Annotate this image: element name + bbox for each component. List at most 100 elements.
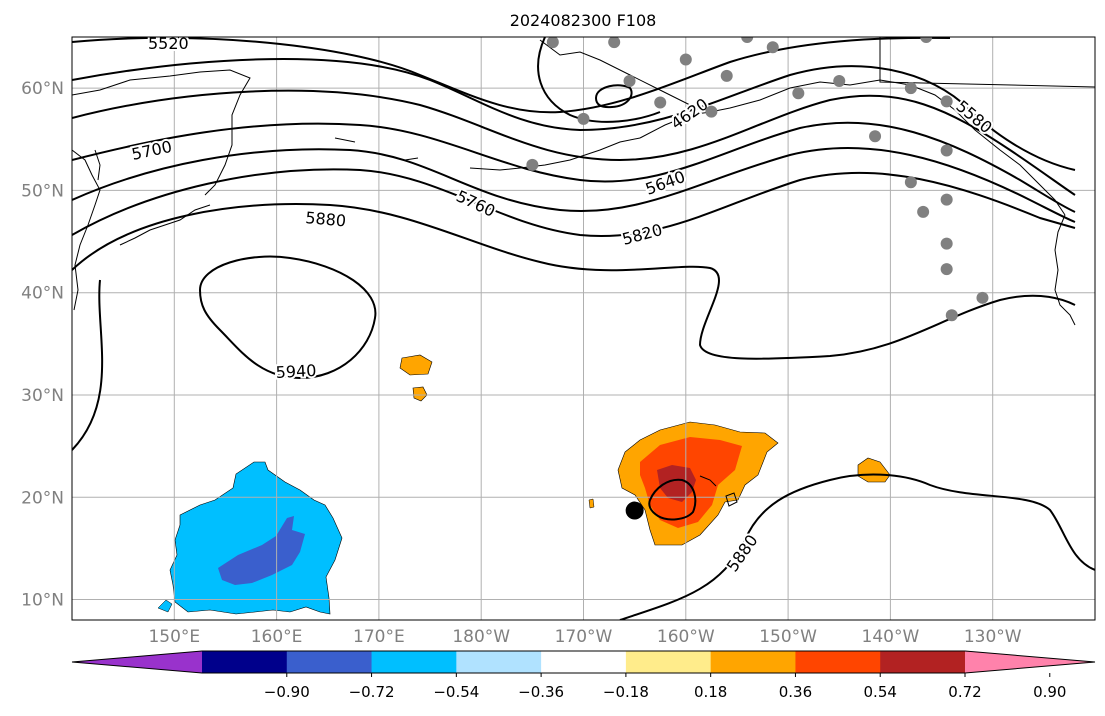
map-frame [71, 36, 1096, 621]
colorbar-tick-label: −0.54 [433, 683, 479, 701]
colorbar-segment [202, 651, 288, 673]
colorbar-tick-label: 0.54 [864, 683, 897, 701]
gridlines [72, 37, 1095, 620]
colorbar: −0.90 −0.72 −0.54 −0.36 −0.18 0.18 0.36 0.54 0.7… [71, 650, 1096, 701]
contour-label: 5520 [148, 34, 189, 53]
station-marker [945, 309, 958, 322]
colorbar-tick-label: 0.90 [1033, 683, 1066, 701]
station-marker [792, 87, 805, 100]
alaska-peninsula [639, 111, 711, 139]
longitude-labels: 150°E 160°E 170°E 180°W 170°W 160°W 150°W 140°W… [148, 627, 1021, 647]
colorbar-tick-label: 0.36 [779, 683, 812, 701]
storm-center-marker [625, 501, 644, 520]
station-marker [679, 53, 692, 66]
lat-tick-label: 60°N [21, 79, 64, 99]
station-marker [940, 193, 953, 206]
canada-border [879, 37, 1095, 88]
colorbar-segment [795, 651, 881, 673]
station-marker [526, 158, 539, 171]
colorbar-segment [625, 651, 712, 673]
anomaly-fill-neg036 [169, 461, 343, 615]
station-marker [917, 205, 930, 218]
contour-5700 [72, 121, 1076, 213]
station-marker [904, 176, 917, 189]
station-marker [940, 144, 953, 157]
contour-5760 [72, 146, 1076, 223]
contour-5820 [72, 168, 1076, 237]
contour-label: 5880 [305, 208, 347, 230]
colorbar-outline [71, 650, 1096, 674]
anomaly-fill-small-neg [157, 599, 173, 613]
contour-5880-north [72, 203, 1076, 360]
contour-low-alaska [594, 84, 633, 109]
station-marker [904, 82, 917, 95]
station-marker [720, 69, 733, 82]
station-marker [546, 37, 559, 49]
contour-5880-south [619, 473, 1095, 620]
colorbar-extend-high [965, 651, 1095, 673]
lon-tick-label: 150°W [759, 627, 817, 647]
anomaly-fill-north2 [412, 386, 428, 402]
lon-tick-label: 180°W [452, 627, 510, 647]
station-marker [608, 37, 621, 49]
contour-low-upper [537, 37, 661, 123]
station-marker [577, 112, 590, 125]
station-marker [976, 291, 989, 304]
lon-tick-label: 140°W [862, 627, 920, 647]
lat-tick-label: 50°N [21, 181, 64, 201]
station-marker [705, 105, 718, 118]
kamchatka-coast [72, 69, 251, 196]
contour-5520 [72, 37, 951, 114]
station-marker [741, 37, 754, 43]
station-marker [940, 237, 953, 250]
lat-tick-label: 10°N [21, 591, 64, 611]
latitude-labels: 60°N 50°N 40°N 30°N 20°N 10°N [21, 79, 64, 610]
lon-tick-label: 160°W [657, 627, 715, 647]
colorbar-tick-label: 0.72 [948, 683, 981, 701]
sakhalin-kurils [94, 149, 211, 246]
contour-5580 [72, 58, 1076, 171]
station-marker [766, 41, 779, 54]
negative-anomaly-region [157, 461, 343, 615]
hawaii-islands [699, 475, 738, 507]
lon-tick-label: 160°E [251, 627, 303, 647]
colorbar-segment [286, 651, 373, 673]
asia-coast [72, 149, 101, 311]
lon-tick-label: 150°E [148, 627, 200, 647]
lon-tick-label: 130°W [964, 627, 1022, 647]
colorbar-tick-label: −0.18 [603, 683, 649, 701]
colorbar-tick-label: −0.90 [264, 683, 310, 701]
contour-5880-west [72, 279, 104, 451]
anomaly-fill-neg054 [218, 516, 305, 585]
lat-tick-label: 40°N [21, 284, 64, 304]
colorbar-extend-low [72, 651, 202, 673]
station-marker [920, 37, 933, 43]
alaska-coast [539, 39, 1066, 216]
colorbar-tick-label: −0.36 [518, 683, 564, 701]
height-contours [72, 37, 1095, 620]
station-marker [940, 263, 953, 276]
colorbar-segment [541, 651, 627, 673]
lat-tick-label: 20°N [21, 488, 64, 508]
colorbar-segment [710, 651, 796, 673]
station-marker [833, 74, 846, 87]
coastlines [72, 37, 1095, 507]
north-america-west-coast [1054, 214, 1076, 326]
contour-5940 [198, 255, 377, 380]
anomaly-fill-hawaii-east [857, 457, 891, 483]
colorbar-segment [456, 651, 542, 673]
station-marker [623, 74, 636, 87]
contour-5640 [72, 89, 1076, 196]
chart-title: 2024082300 F108 [510, 11, 657, 30]
colorbar-segment [371, 651, 457, 673]
colorbar-tick-label: 0.18 [694, 683, 727, 701]
anomaly-fill-north1 [399, 354, 433, 376]
contour-label: 5940 [275, 361, 317, 382]
lon-tick-label: 170°E [353, 627, 405, 647]
station-markers [526, 37, 989, 322]
lat-tick-label: 30°N [21, 386, 64, 406]
station-marker [869, 130, 882, 143]
aleutian-islands [334, 137, 641, 171]
station-marker [940, 95, 953, 108]
anomaly-fill-tiny [588, 498, 595, 509]
